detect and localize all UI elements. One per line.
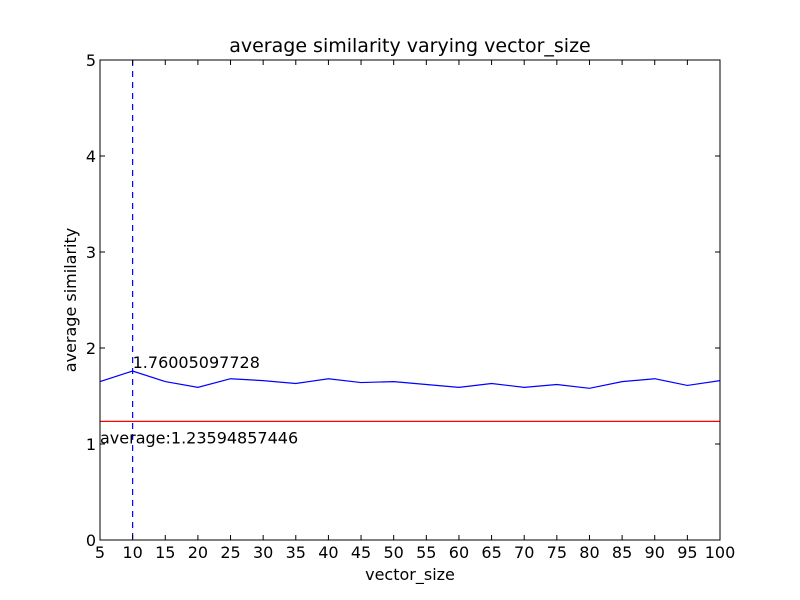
x-tick-label: 60	[449, 543, 469, 562]
x-axis-label: vector_size	[365, 565, 455, 585]
x-tick-label: 95	[677, 543, 697, 562]
x-tick-label: 90	[645, 543, 665, 562]
y-axis-label: average similarity	[61, 228, 80, 372]
x-tick-label: 25	[220, 543, 240, 562]
chart-title: average similarity varying vector_size	[229, 35, 591, 57]
average-annotation: average:1.23594857446	[100, 428, 298, 447]
series-line-0	[99, 370, 721, 389]
x-tick-label: 70	[514, 543, 534, 562]
x-tick-label: 50	[384, 543, 404, 562]
x-tick-label: 30	[253, 543, 273, 562]
x-tick-label: 10	[122, 543, 142, 562]
x-tick-label: 65	[481, 543, 501, 562]
x-tick-label: 55	[416, 543, 436, 562]
y-tick-label: 1	[86, 435, 96, 454]
x-tick-label: 15	[155, 543, 175, 562]
y-tick-label: 0	[86, 531, 96, 550]
x-tick-label: 40	[318, 543, 338, 562]
y-tick-label: 4	[86, 147, 96, 166]
x-tick-label: 20	[188, 543, 208, 562]
plot-frame	[99, 59, 721, 541]
max-annotation: 1.76005097728	[133, 353, 260, 372]
x-tick-label: 75	[547, 543, 567, 562]
y-tick-label: 2	[86, 339, 96, 358]
axis-ticks: 5 10 15 20 25 30 35 40 45 50 55 60 65 70 75 80 85 90 95 100…	[86, 51, 735, 562]
x-tick-label: 100	[705, 543, 736, 562]
x-tick-label: 80	[579, 543, 599, 562]
x-tick-label: 5	[95, 543, 105, 562]
x-tick-label: 45	[351, 543, 371, 562]
x-tick-label: 85	[612, 543, 632, 562]
y-tick-label: 3	[86, 243, 96, 262]
x-tick-label: 35	[286, 543, 306, 562]
plot-area	[99, 60, 721, 540]
y-tick-label: 5	[86, 51, 96, 70]
